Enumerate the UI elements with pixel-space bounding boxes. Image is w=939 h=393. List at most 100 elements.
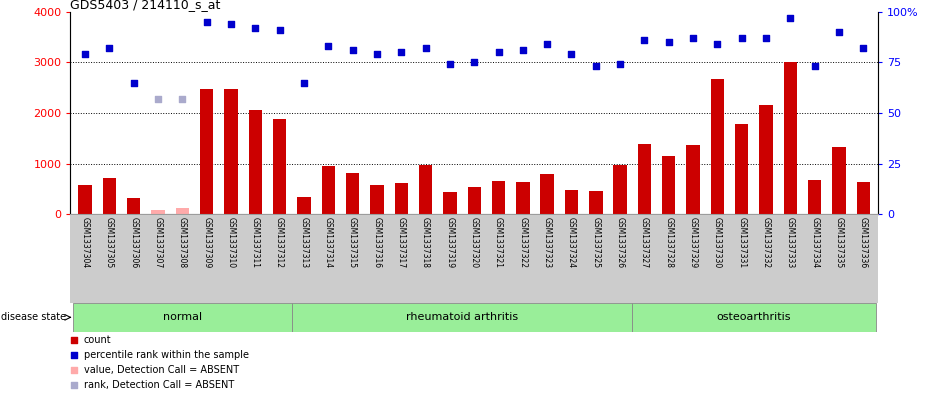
Text: GSM1337324: GSM1337324 <box>567 217 576 268</box>
Text: GSM1337335: GSM1337335 <box>835 217 843 268</box>
Bar <box>249 110 262 214</box>
Text: GSM1337316: GSM1337316 <box>373 217 381 268</box>
Bar <box>589 191 603 214</box>
Point <box>67 336 82 343</box>
Text: normal: normal <box>162 312 202 322</box>
Text: disease state: disease state <box>1 312 66 322</box>
Point <box>199 19 214 25</box>
Text: GSM1337328: GSM1337328 <box>664 217 673 268</box>
Bar <box>492 181 505 214</box>
Text: GSM1337320: GSM1337320 <box>470 217 479 268</box>
Bar <box>127 198 140 214</box>
Text: GSM1337327: GSM1337327 <box>640 217 649 268</box>
Point <box>369 51 384 57</box>
Point <box>783 15 798 21</box>
Bar <box>370 185 384 214</box>
Text: rank, Detection Call = ABSENT: rank, Detection Call = ABSENT <box>84 380 234 390</box>
Text: GSM1337321: GSM1337321 <box>494 217 503 268</box>
Text: GSM1337309: GSM1337309 <box>202 217 211 268</box>
Text: value, Detection Call = ABSENT: value, Detection Call = ABSENT <box>84 365 239 375</box>
Point <box>78 51 93 57</box>
Point <box>516 47 531 53</box>
Bar <box>686 145 700 214</box>
Text: GSM1337330: GSM1337330 <box>713 217 722 268</box>
Text: GSM1337307: GSM1337307 <box>153 217 162 268</box>
Point <box>832 29 847 35</box>
Bar <box>784 62 797 214</box>
Text: GSM1337317: GSM1337317 <box>396 217 406 268</box>
Text: GSM1337332: GSM1337332 <box>762 217 771 268</box>
Point <box>661 39 676 45</box>
Text: GSM1337313: GSM1337313 <box>300 217 308 268</box>
Text: GSM1337312: GSM1337312 <box>275 217 285 268</box>
Bar <box>151 210 164 214</box>
Bar <box>711 79 724 214</box>
Text: GSM1337322: GSM1337322 <box>518 217 528 268</box>
Point <box>612 61 627 68</box>
Point <box>101 45 116 51</box>
Point <box>540 41 555 47</box>
Text: GSM1337310: GSM1337310 <box>226 217 236 268</box>
Point <box>491 49 506 55</box>
Point <box>734 35 749 41</box>
Point <box>393 49 408 55</box>
Point <box>564 51 579 57</box>
Text: count: count <box>84 335 111 345</box>
Text: GSM1337306: GSM1337306 <box>130 217 138 268</box>
Bar <box>638 144 651 214</box>
Bar <box>102 178 116 214</box>
Text: GSM1337304: GSM1337304 <box>81 217 89 268</box>
Bar <box>273 119 286 214</box>
Point <box>710 41 725 47</box>
Bar <box>468 187 481 214</box>
Bar <box>394 183 408 214</box>
Bar <box>78 185 92 214</box>
Bar <box>346 173 360 214</box>
Bar <box>292 303 632 332</box>
Text: percentile rank within the sample: percentile rank within the sample <box>84 350 249 360</box>
Bar <box>808 180 822 214</box>
Point <box>321 43 336 50</box>
Text: GSM1337323: GSM1337323 <box>543 217 552 268</box>
Bar <box>200 89 213 214</box>
Bar <box>564 190 578 214</box>
Point <box>589 63 604 70</box>
Bar <box>735 124 748 214</box>
Point <box>442 61 457 68</box>
Bar <box>662 156 675 214</box>
Bar <box>321 165 335 214</box>
Bar <box>632 303 875 332</box>
Text: GSM1337319: GSM1337319 <box>445 217 454 268</box>
Text: GSM1337326: GSM1337326 <box>616 217 624 268</box>
Point <box>685 35 700 41</box>
Point <box>67 367 82 373</box>
Point <box>126 79 141 86</box>
Bar <box>541 174 554 214</box>
Text: GSM1337334: GSM1337334 <box>810 217 819 268</box>
Point <box>467 59 482 66</box>
Point <box>150 95 165 102</box>
Text: rheumatoid arthritis: rheumatoid arthritis <box>406 312 518 322</box>
Bar <box>760 105 773 214</box>
Text: GSM1337315: GSM1337315 <box>348 217 357 268</box>
Bar <box>419 165 432 214</box>
Bar <box>73 303 292 332</box>
Text: GSM1337336: GSM1337336 <box>859 217 868 268</box>
Text: GSM1337329: GSM1337329 <box>688 217 698 268</box>
Point <box>418 45 433 51</box>
Bar <box>298 197 311 214</box>
Bar <box>176 208 189 214</box>
Point <box>223 21 239 27</box>
Point <box>297 79 312 86</box>
Text: GSM1337333: GSM1337333 <box>786 217 795 268</box>
Point <box>67 382 82 389</box>
Point <box>67 352 82 358</box>
Bar <box>516 182 530 214</box>
Point <box>759 35 774 41</box>
Text: GSM1337331: GSM1337331 <box>737 217 747 268</box>
Bar <box>856 182 870 214</box>
Point <box>345 47 360 53</box>
Point <box>808 63 823 70</box>
Text: GDS5403 / 214110_s_at: GDS5403 / 214110_s_at <box>70 0 221 11</box>
Text: GSM1337305: GSM1337305 <box>105 217 114 268</box>
